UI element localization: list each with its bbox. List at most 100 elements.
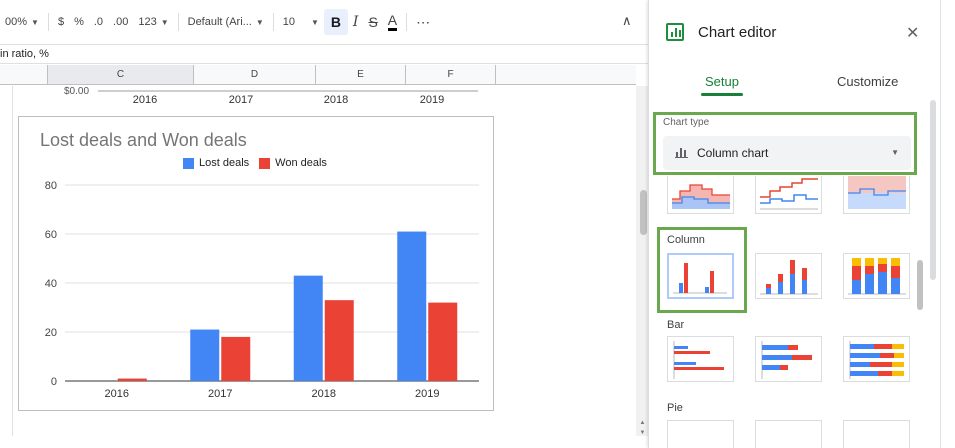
percent-button[interactable]: %	[74, 16, 84, 28]
formula-bar[interactable]: in ratio, %	[0, 44, 648, 64]
legend-label: Lost deals	[199, 157, 250, 169]
text-color-button[interactable]: A	[383, 9, 402, 35]
more-formats-label: 123	[138, 16, 157, 28]
section-label-pie: Pie	[667, 402, 683, 414]
bar-won-deals	[428, 302, 458, 381]
column-header-empty	[496, 65, 636, 85]
y-tick-label: 80	[45, 180, 57, 192]
previous-chart-x-label: 2019	[420, 94, 444, 106]
bar-won-deals	[221, 336, 251, 381]
column-header-b[interactable]	[0, 65, 48, 85]
bar-lost-deals	[190, 329, 220, 381]
increase-decimals-button[interactable]: .00	[113, 16, 129, 28]
italic-button[interactable]: I	[352, 14, 359, 30]
column-chart[interactable]: Lost deals and Won deals Lost deals Won …	[18, 116, 494, 411]
right-side-panel-edge	[940, 0, 955, 448]
zoom-select[interactable]: 00% ▼	[0, 9, 44, 35]
strikethrough-button[interactable]: S	[368, 14, 378, 30]
chevron-down-icon: ▼	[891, 148, 899, 157]
x-tick-label: 2016	[105, 388, 129, 400]
toolbar-divider	[47, 13, 49, 31]
bar-won-deals	[117, 378, 147, 381]
toolbar-divider	[177, 13, 179, 31]
previous-chart-x-label: 2018	[324, 94, 348, 106]
chevron-down-icon: ▼	[31, 17, 39, 27]
editor-scrollbar[interactable]	[930, 100, 936, 280]
chart-type-stepped-area[interactable]	[667, 176, 734, 214]
legend-item-won-deals: Won deals	[259, 157, 327, 169]
bar-lost-deals	[293, 275, 323, 381]
bar-won-deals	[324, 300, 354, 381]
x-tick-label: 2017	[208, 388, 232, 400]
legend-swatch	[183, 157, 194, 169]
chart-type-value: Column chart	[697, 146, 769, 160]
tab-customize[interactable]: Customize	[837, 74, 899, 89]
currency-button[interactable]: $	[57, 16, 65, 28]
chart-type-bar-stacked[interactable]	[755, 336, 822, 382]
y-tick-label: 0	[51, 376, 57, 388]
collapse-toolbar-icon[interactable]: ∧	[622, 13, 632, 28]
x-tick-label: 2018	[312, 388, 336, 400]
chart-type-column-stacked[interactable]	[755, 253, 822, 299]
toolbar-divider	[406, 13, 408, 31]
close-icon[interactable]: ✕	[906, 25, 920, 42]
font-select[interactable]: Default (Ari... ▼	[183, 9, 269, 35]
x-tick-label: 2019	[415, 388, 439, 400]
chart-type-list-scrollbar[interactable]	[917, 260, 923, 310]
chart-type-label: Chart type	[663, 117, 710, 128]
column-header-f[interactable]: F	[406, 65, 496, 85]
previous-chart-fragment[interactable]: $0.00 2016 2017 2018 2019	[18, 86, 494, 114]
column-header-c[interactable]: C	[48, 65, 194, 85]
chart-type-select[interactable]: Column chart ▼	[663, 136, 911, 170]
font-value: Default (Ari...	[187, 16, 252, 28]
chart-type-column-100-stacked[interactable]	[843, 253, 910, 299]
legend-swatch	[259, 157, 271, 169]
chart-type-highlight	[653, 112, 917, 175]
chart-type-doughnut[interactable]	[755, 420, 822, 448]
chart-editor-title: Chart editor	[698, 24, 777, 41]
chevron-down-icon: ▼	[160, 17, 169, 27]
chart-type-bar[interactable]	[667, 336, 734, 382]
chart-type-3d-pie[interactable]	[843, 420, 910, 448]
sheet-scrollbar-thumb[interactable]	[640, 190, 647, 235]
chart-editor-icon	[666, 23, 684, 41]
chart-type-stepped-area-stacked[interactable]	[755, 176, 822, 214]
formula-value: in ratio, %	[0, 48, 49, 60]
column-chart-icon	[675, 148, 688, 158]
sheet-scrollbar[interactable]	[636, 86, 648, 436]
font-size-select[interactable]: 10 ▼	[278, 9, 324, 35]
column-header-e[interactable]: E	[316, 65, 406, 85]
chart-editor-panel: Chart editor ✕ Setup Customize Chart typ…	[648, 0, 940, 448]
section-label-column: Column	[667, 234, 705, 246]
y-tick-label: 40	[45, 278, 57, 290]
grid-line	[12, 86, 13, 436]
previous-chart-x-label: 2017	[229, 94, 253, 106]
column-section-highlight	[657, 227, 747, 313]
chart-type-list[interactable]: Column	[649, 176, 927, 448]
legend-item-lost-deals: Lost deals	[183, 157, 249, 169]
active-tab-indicator	[701, 93, 743, 96]
tab-setup[interactable]: Setup	[705, 74, 739, 89]
more-options-button[interactable]: ⋯	[416, 13, 432, 30]
chart-type-column[interactable]	[667, 253, 734, 299]
bar-lost-deals	[397, 231, 427, 381]
chart-type-pie[interactable]	[667, 420, 734, 448]
chart-plot: 0 20 40 60 80 2016 2017 2018 2019	[45, 180, 479, 400]
decrease-decimals-button[interactable]: .0	[93, 16, 104, 28]
chart-type-bar-100-stacked[interactable]	[843, 336, 910, 382]
chart-type-stepped-area-100[interactable]	[843, 176, 910, 214]
previous-chart-y-label: $0.00	[64, 86, 89, 97]
y-tick-label: 60	[45, 229, 57, 241]
zoom-value: 00%	[5, 16, 28, 28]
bold-button[interactable]: B	[323, 9, 348, 35]
previous-chart-x-label: 2016	[133, 94, 157, 106]
section-label-bar: Bar	[667, 319, 685, 331]
chevron-down-icon: ▼	[255, 17, 264, 27]
toolbar: 00% ▼ $ % .0 .00 123 ▼ Default (Ari... ▼ 10…	[0, 0, 648, 44]
chart-title: Lost deals and Won deals	[40, 130, 247, 150]
scroll-arrows[interactable]: ▲ ▼	[639, 420, 646, 436]
chart-legend: Lost deals Won deals	[183, 157, 337, 169]
chevron-down-icon: ▼	[310, 17, 319, 27]
more-formats-button[interactable]: 123 ▼	[133, 9, 173, 35]
column-header-d[interactable]: D	[194, 65, 316, 85]
